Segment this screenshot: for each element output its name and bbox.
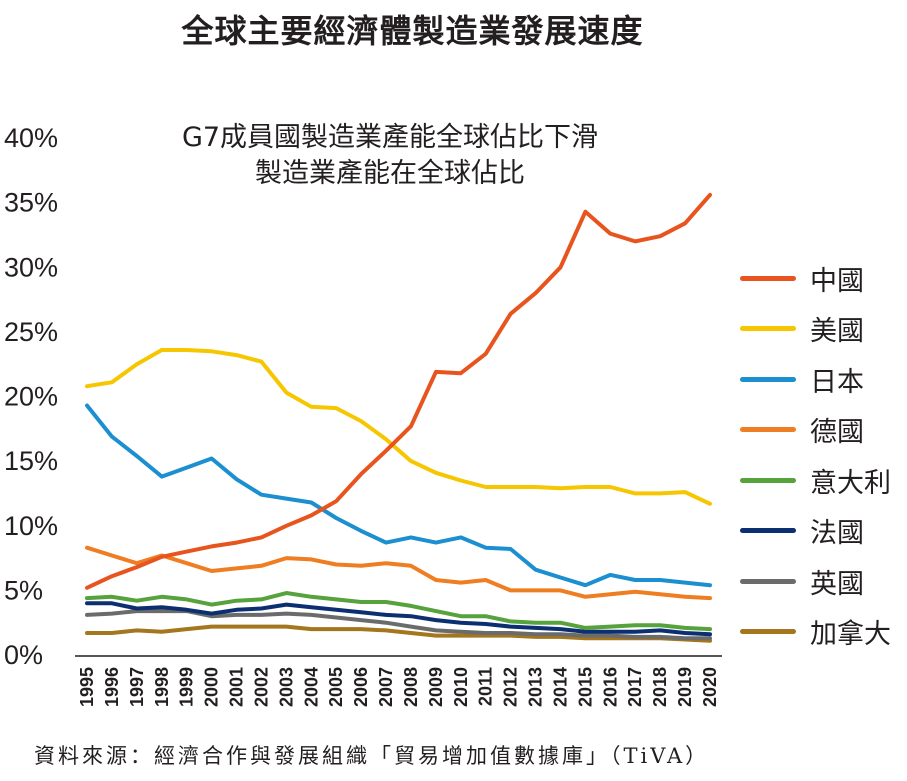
x-tick-label: 2007 bbox=[376, 667, 396, 707]
x-tick-label: 2015 bbox=[575, 667, 595, 707]
legend-item: 中國 bbox=[740, 258, 864, 298]
x-tick-label: 1995 bbox=[77, 667, 97, 707]
y-tick-label: 30% bbox=[4, 252, 58, 282]
legend-label: 中國 bbox=[810, 265, 864, 297]
x-tick-label: 2018 bbox=[650, 667, 670, 707]
series-line bbox=[85, 624, 712, 643]
x-tick-label: 2017 bbox=[625, 667, 645, 707]
legend-swatch bbox=[740, 477, 796, 483]
x-tick-label: 2009 bbox=[426, 667, 446, 707]
x-tick-label: 2003 bbox=[276, 667, 296, 707]
x-tick-label: 2011 bbox=[476, 667, 496, 706]
y-tick-label: 40% bbox=[4, 123, 58, 153]
legend-swatch bbox=[740, 629, 796, 634]
series-line bbox=[85, 545, 712, 601]
x-tick-label: 1998 bbox=[152, 667, 172, 707]
legend-item: 德國 bbox=[740, 410, 864, 450]
x-tick-label: 2010 bbox=[451, 667, 471, 707]
legend-swatch bbox=[740, 578, 796, 584]
legend-item: 日本 bbox=[740, 359, 864, 399]
legend-swatch bbox=[740, 427, 796, 432]
x-tick-label: 2001 bbox=[227, 667, 247, 707]
x-tick-label: 2002 bbox=[251, 667, 271, 707]
legend-swatch bbox=[740, 528, 796, 533]
chart-title-line1: G7成員國製造業產能全球佔比下滑 bbox=[181, 122, 599, 153]
series-line bbox=[85, 601, 712, 637]
y-tick-label: 20% bbox=[4, 382, 58, 412]
series-line bbox=[85, 591, 712, 632]
series-line bbox=[85, 192, 712, 590]
legend-swatch bbox=[740, 275, 796, 281]
y-tick-label: 5% bbox=[4, 575, 43, 605]
y-tick-label: 10% bbox=[4, 511, 58, 541]
series-line bbox=[85, 403, 712, 588]
x-tick-label: 2005 bbox=[326, 667, 346, 707]
legend-label: 法國 bbox=[810, 518, 864, 549]
legend-item: 法國 bbox=[740, 511, 864, 551]
legend-swatch bbox=[740, 376, 796, 382]
legend-item: 美國 bbox=[740, 309, 864, 349]
page-title: 全球主要經濟體製造業發展速度 bbox=[181, 12, 644, 50]
series-line bbox=[85, 348, 712, 506]
chart-title: G7成員國製造業產能全球佔比下滑 製造業產能在全球佔比 bbox=[120, 120, 660, 192]
chart-title-line2: 製造業產能在全球佔比 bbox=[255, 158, 525, 189]
y-tick-label: 35% bbox=[4, 188, 58, 218]
x-tick-label: 2014 bbox=[550, 667, 570, 707]
x-tick-label: 2016 bbox=[600, 667, 620, 707]
y-tick-label: 15% bbox=[4, 446, 58, 476]
y-tick-label: 0% bbox=[4, 640, 43, 670]
legend-label: 英國 bbox=[810, 568, 864, 600]
legend-label: 加拿大 bbox=[810, 619, 891, 650]
x-tick-label: 1999 bbox=[177, 667, 197, 707]
legend-swatch bbox=[740, 326, 796, 331]
legend-label: 美國 bbox=[810, 316, 864, 347]
x-tick-label: 2000 bbox=[202, 667, 222, 707]
x-tick-label: 2012 bbox=[501, 667, 521, 707]
x-tick-label: 2006 bbox=[351, 667, 371, 707]
legend-item: 意大利 bbox=[740, 460, 891, 500]
y-tick-label: 25% bbox=[4, 317, 58, 347]
x-tick-label: 2004 bbox=[301, 667, 321, 707]
legend-item: 加拿大 bbox=[740, 612, 891, 652]
x-tick-label: 2020 bbox=[700, 667, 720, 707]
legend-label: 日本 bbox=[810, 366, 864, 398]
legend-label: 德國 bbox=[810, 417, 864, 448]
legend-label: 意大利 bbox=[810, 467, 891, 499]
x-tick-label: 1997 bbox=[127, 667, 147, 707]
x-tick-label: 2008 bbox=[401, 667, 421, 707]
x-tick-label: 2019 bbox=[675, 667, 695, 707]
source-note: 資料來源：經濟合作與發展組織「貿易增加值數據庫」（TiVA） bbox=[34, 744, 710, 768]
x-tick-label: 1996 bbox=[102, 667, 122, 707]
x-tick-label: 2013 bbox=[526, 667, 546, 707]
legend-item: 英國 bbox=[740, 561, 864, 601]
